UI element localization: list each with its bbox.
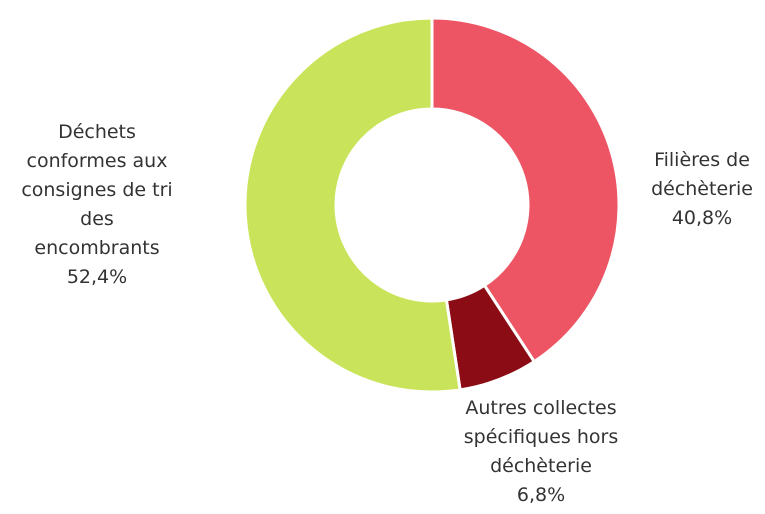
slice-label-dechets-conformes: Déchets conformes aux consignes de tri d…	[4, 118, 190, 292]
slice-label-line: déchèterie	[490, 455, 592, 477]
slice-label-line: conformes aux	[26, 150, 168, 172]
slice-label-line: déchèterie	[651, 178, 753, 200]
slice-label-filieres-decheterie: Filières de déchèterie 40,8%	[632, 146, 765, 233]
slice-label-line: des	[80, 208, 114, 230]
slice-value: 40,8%	[671, 207, 733, 229]
slice-label-autres-collectes: Autres collectes spécifiques hors déchèt…	[436, 394, 646, 510]
donut-slices	[243, 16, 621, 394]
slice-dechets-conformes	[243, 16, 462, 394]
slice-label-line: spécifiques hors	[463, 426, 619, 448]
slice-value: 6,8%	[516, 484, 566, 506]
slice-label-line: Filières de	[654, 149, 750, 171]
slice-value: 52,4%	[66, 266, 128, 288]
slice-label-line: encombrants	[34, 237, 160, 259]
slice-label-line: Autres collectes	[465, 397, 617, 419]
slice-label-line: Déchets	[58, 121, 136, 143]
slice-label-line: consignes de tri	[21, 179, 173, 201]
slice-filieres-decheterie	[430, 16, 621, 364]
